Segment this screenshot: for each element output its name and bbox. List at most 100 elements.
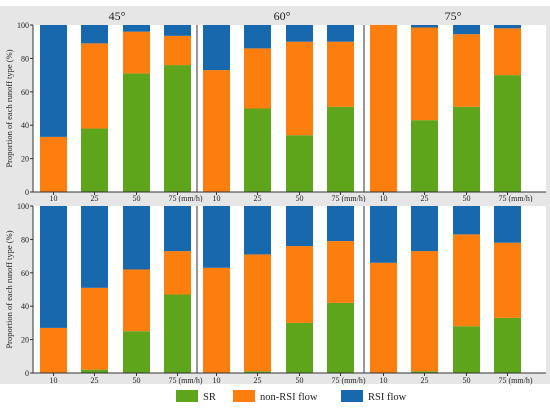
bar-segment-non-rsi: [40, 136, 67, 192]
x-tick-label: 75 (mm/h): [169, 376, 203, 385]
x-tick-label: 10: [380, 194, 388, 203]
bar-segment-rsi: [411, 206, 438, 252]
x-tick-label: 75 (mm/h): [332, 194, 366, 203]
bar-segment-SR: [453, 106, 480, 192]
x-tick-label: 25: [421, 376, 429, 385]
bar-segment-rsi: [203, 206, 230, 268]
bar-segment-rsi: [327, 25, 354, 42]
bar-segment-rsi: [81, 25, 108, 44]
y-tick-label: 80: [21, 235, 29, 244]
x-tick-label: 25: [91, 376, 99, 385]
y-axis-label: Proportion of each runoff type (%): [4, 230, 14, 348]
x-tick-label: 50: [133, 376, 141, 385]
bar-segment-rsi: [370, 206, 397, 263]
bar-segment-rsi: [164, 25, 191, 36]
bar-segment-SR: [81, 128, 108, 192]
x-tick-label: 25: [91, 194, 99, 203]
bar-segment-rsi: [494, 25, 521, 29]
x-tick-label: 50: [133, 194, 141, 203]
y-tick-label: 20: [21, 336, 29, 345]
bar-segment-non-rsi: [81, 43, 108, 129]
bar-segment-SR: [411, 120, 438, 192]
bar-segment-SR: [244, 371, 271, 373]
x-tick-label: 50: [463, 194, 471, 203]
x-tick-label: 10: [213, 194, 221, 203]
bar-segment-non-rsi: [123, 269, 150, 332]
bar-segment-rsi: [40, 206, 67, 328]
x-tick-label: 25: [254, 194, 262, 203]
x-tick-label: 50: [296, 376, 304, 385]
bar-segment-non-rsi: [327, 41, 354, 107]
bar-segment-non-rsi: [286, 246, 313, 323]
bar-segment-rsi: [411, 25, 438, 28]
bar-segment-non-rsi: [370, 262, 397, 373]
x-tick-label: 75 (mm/h): [499, 376, 533, 385]
bar-segment-rsi: [164, 206, 191, 252]
bar-segment-SR: [286, 322, 313, 373]
bar-segment-non-rsi: [244, 48, 271, 109]
legend-label: RSI flow: [368, 392, 407, 403]
x-tick-label: 50: [296, 194, 304, 203]
y-tick-label: 40: [21, 121, 29, 130]
bar-segment-SR: [327, 106, 354, 192]
bar-group: 10 25 50 75 (mm/h): [370, 25, 533, 203]
bar-group: 10 25 50 75 (mm/h): [40, 25, 203, 203]
y-tick-label: 60: [21, 88, 29, 97]
chart-row-1: 10 25 50 75 (mm/h) 45° 10 25 50 75 (mm/h) 60° 10 25…: [0, 6, 550, 204]
bar-segment-non-rsi: [203, 70, 230, 192]
panel-title: 75°: [445, 9, 462, 23]
x-tick-label: 10: [50, 194, 58, 203]
bar-segment-SR: [286, 135, 313, 192]
bar-segment-non-rsi: [203, 267, 230, 373]
x-tick-label: 10: [213, 376, 221, 385]
y-tick-label: 20: [21, 155, 29, 164]
panel-title: 60°: [274, 9, 291, 23]
bar-segment-non-rsi: [453, 34, 480, 107]
bar-group: 10 25 50 75 (mm/h): [203, 25, 366, 203]
y-tick-label: 40: [21, 302, 29, 311]
bar-segment-rsi: [244, 25, 271, 49]
legend-swatch-rsi: [341, 390, 363, 402]
bar-segment-SR: [123, 73, 150, 192]
legend: SR non-RSI flow RSI flow: [176, 390, 407, 403]
y-tick-label: 100: [17, 202, 29, 211]
x-tick-label: 50: [463, 376, 471, 385]
y-tick-label: 0: [25, 188, 29, 197]
bar-segment-SR: [123, 331, 150, 373]
bar-segment-rsi: [123, 206, 150, 270]
legend-swatch-non-rsi: [233, 390, 255, 402]
x-tick-label: 25: [421, 194, 429, 203]
bar-segment-rsi: [40, 25, 67, 137]
x-tick-label: 75 (mm/h): [499, 194, 533, 203]
bar-segment-non-rsi: [164, 251, 191, 295]
bar-segment-SR: [494, 75, 521, 192]
bar-group: 10 25 50 75 (mm/h): [203, 206, 366, 385]
bar-segment-SR: [81, 369, 108, 373]
bar-segment-rsi: [123, 25, 150, 32]
bar-group: 10 25 50 75 (mm/h): [40, 206, 203, 385]
x-tick-label: 75 (mm/h): [332, 376, 366, 385]
panel-title: 45°: [109, 9, 126, 23]
bar-segment-SR: [411, 371, 438, 373]
bar-segment-non-rsi: [244, 254, 271, 372]
bar-segment-non-rsi: [40, 327, 67, 373]
legend-swatch-SR: [176, 390, 198, 402]
y-tick-label: 60: [21, 269, 29, 278]
bar-segment-non-rsi: [286, 41, 313, 136]
bar-segment-SR: [453, 326, 480, 373]
x-tick-label: 75 (mm/h): [169, 194, 203, 203]
bar-segment-non-rsi: [123, 31, 150, 74]
x-tick-label: 25: [254, 376, 262, 385]
bar-segment-non-rsi: [164, 35, 191, 66]
legend-label: non-RSI flow: [260, 392, 318, 403]
chart-row-2: 10 25 50 75 (mm/h) 10 25 50 75 (mm/h) 10 25 50 75 (…: [0, 202, 550, 385]
bar-segment-rsi: [203, 25, 230, 71]
bar-segment-SR: [164, 294, 191, 373]
bar-segment-SR: [244, 108, 271, 192]
bar-segment-SR: [327, 302, 354, 373]
bar-segment-rsi: [286, 206, 313, 247]
bar-segment-non-rsi: [453, 234, 480, 327]
bar-segment-rsi: [327, 206, 354, 242]
bar-segment-rsi: [81, 206, 108, 288]
